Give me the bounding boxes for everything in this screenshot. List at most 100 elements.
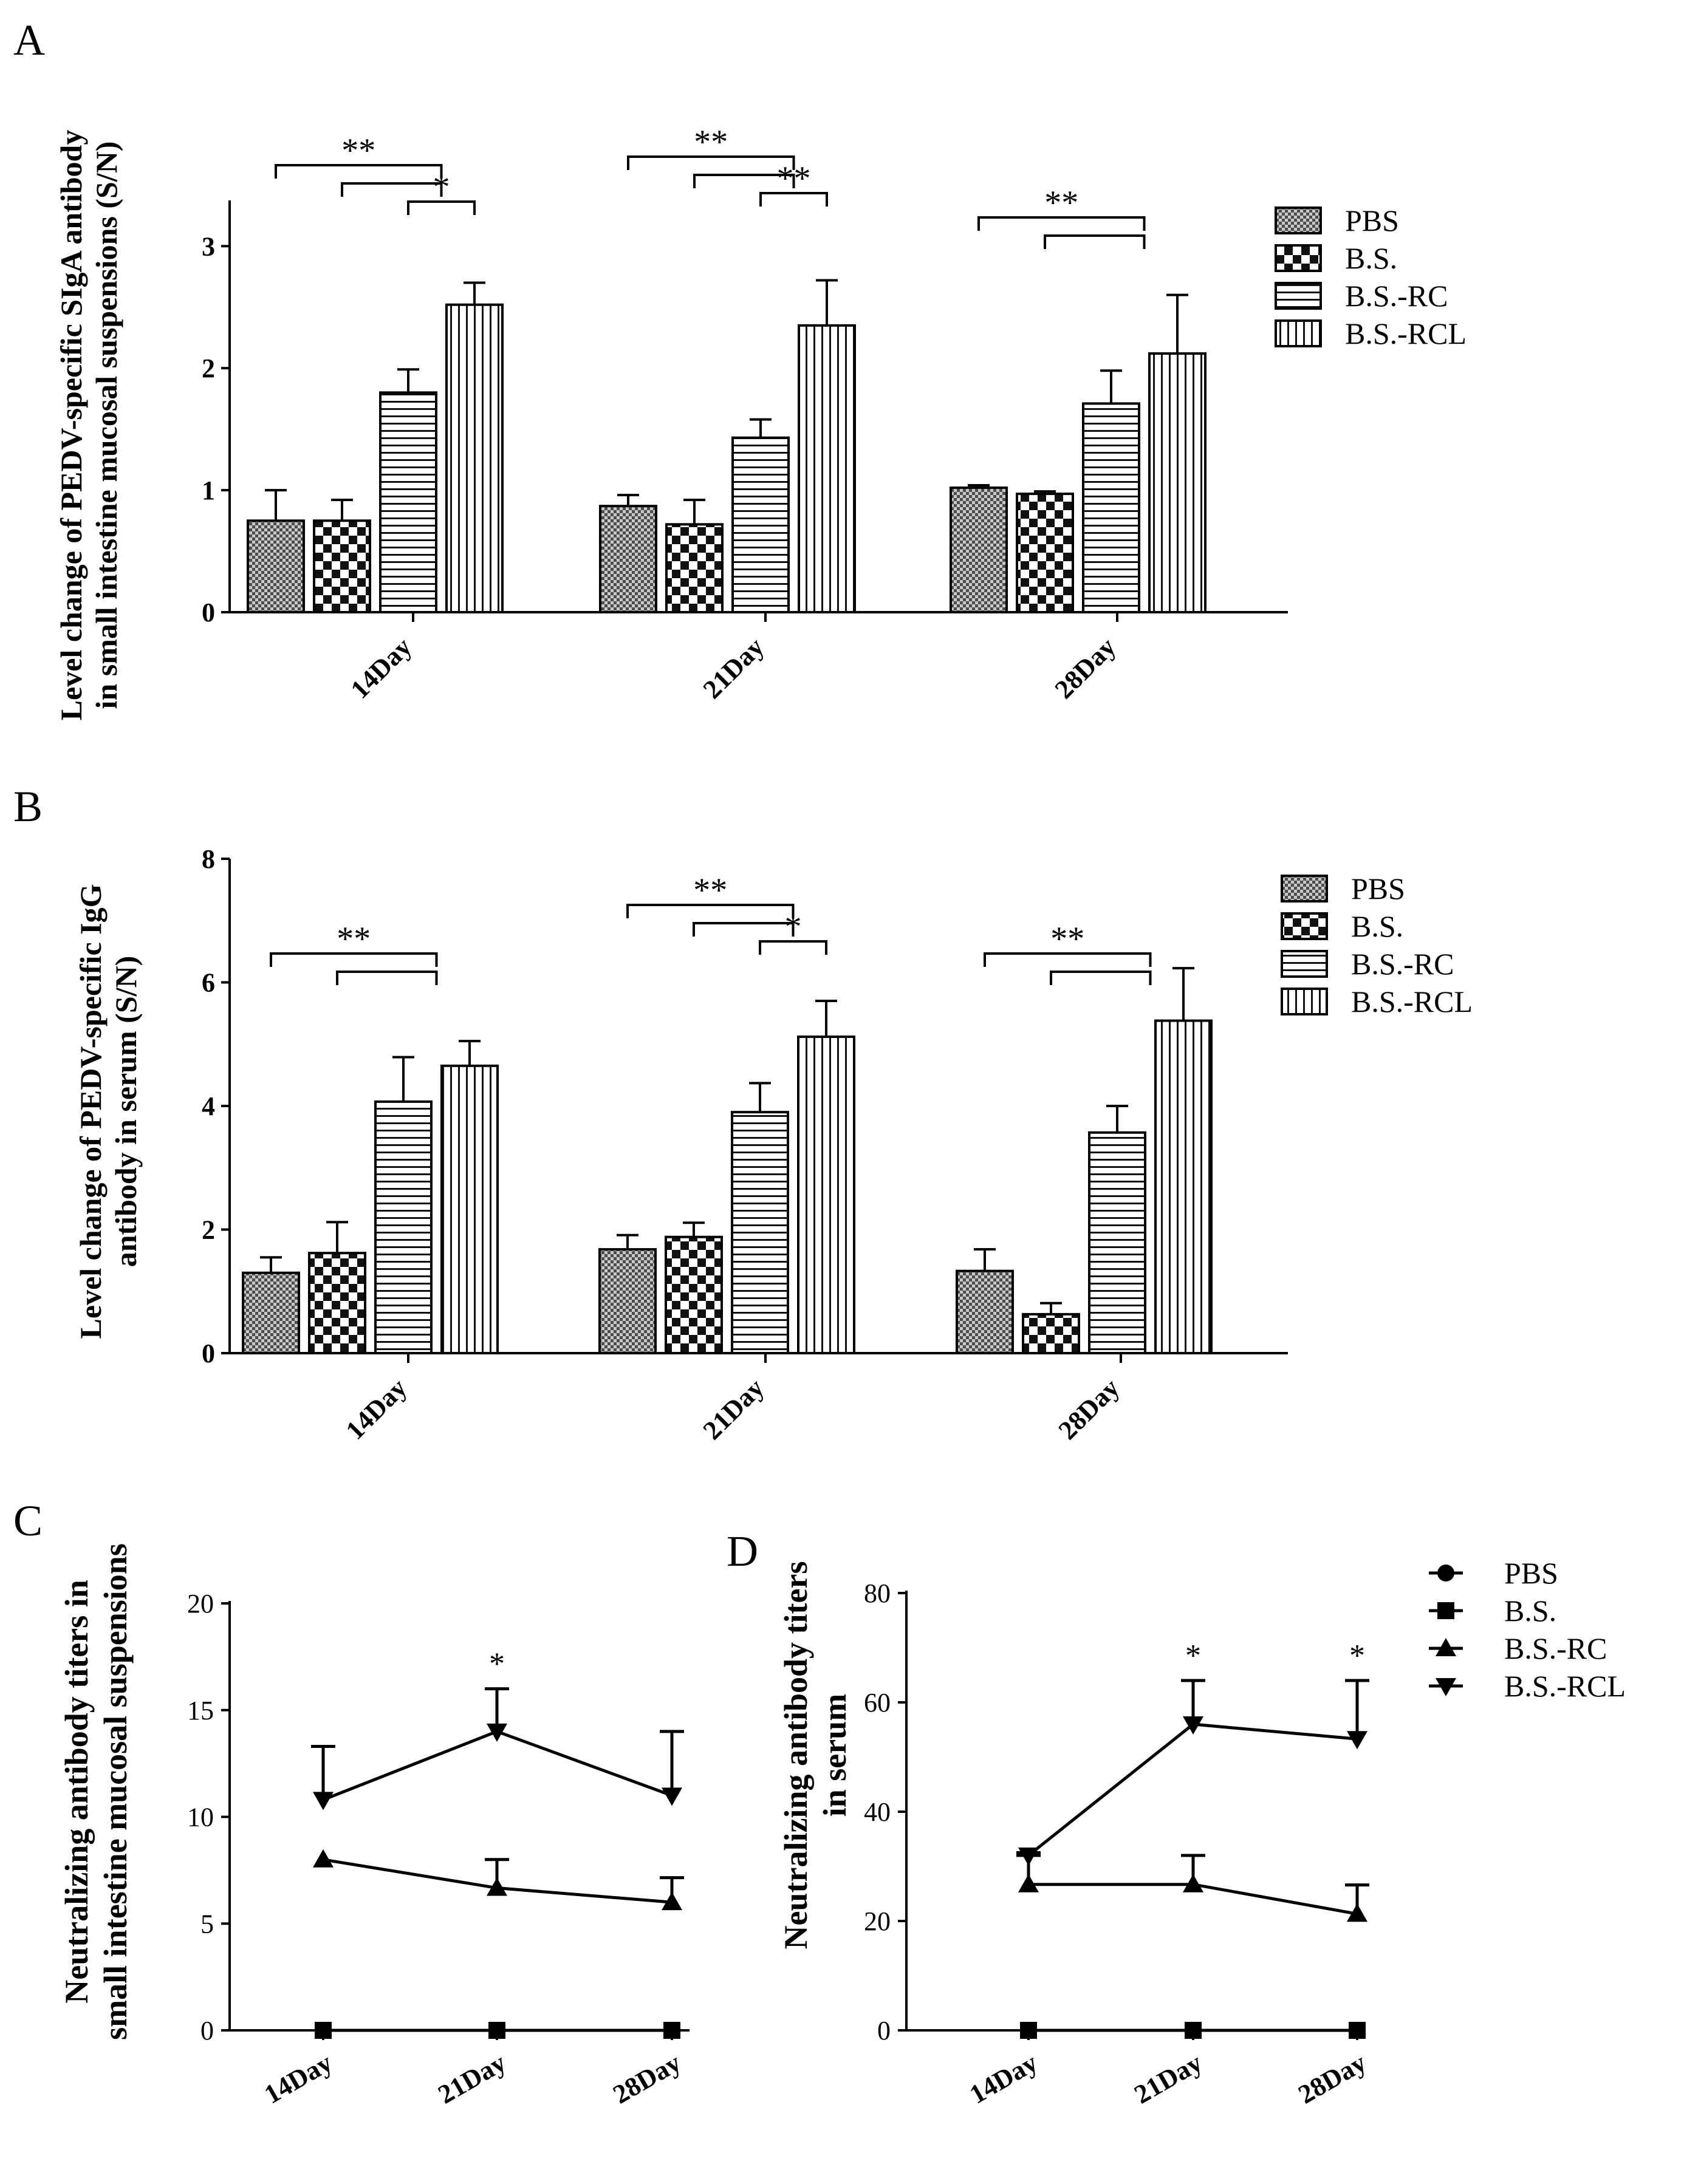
legend-marker xyxy=(1437,1602,1454,1619)
legend-swatch xyxy=(1275,319,1322,347)
panel-label-a: A xyxy=(13,16,45,64)
x-tick-label: 14Day xyxy=(259,2047,337,2109)
data-point-b-s- xyxy=(1349,2022,1366,2039)
legend-marker xyxy=(1437,1565,1454,1582)
bar-b-s-rc xyxy=(374,1100,433,1354)
y-axis-label: Level change of PEDV-specific SIgA antib… xyxy=(54,130,88,721)
significance-label: ** xyxy=(337,920,371,958)
legend-swatch xyxy=(1275,244,1322,272)
significance-bracket xyxy=(336,971,438,985)
y-tick-label: 0 xyxy=(877,2016,891,2046)
panel-label-d: D xyxy=(727,1527,758,1575)
y-tick-label: 20 xyxy=(187,1589,214,1619)
y-axis-label: in small intestine mucosal suspensions (… xyxy=(89,142,123,709)
significance-bracket xyxy=(693,922,795,937)
y-axis-label: Neutralizing antibody titers in xyxy=(58,1580,95,2004)
bar-b-s-rc xyxy=(1082,402,1140,613)
legend-marker xyxy=(1436,1638,1456,1656)
significance-label: * xyxy=(489,1647,505,1682)
panel-label-c: C xyxy=(13,1496,43,1545)
x-tick-label: 14Day xyxy=(965,2047,1042,2109)
significance-label: * xyxy=(433,168,450,206)
y-tick-label: 0 xyxy=(202,1339,215,1368)
panel-b-bar-chart: 0 2 4 6 8 Level change of PEDV-specific IgG an… xyxy=(74,844,1473,1445)
bar-b-s- xyxy=(665,523,724,613)
legend-label: PBS xyxy=(1351,872,1405,906)
y-tick-label: 10 xyxy=(187,1803,214,1832)
legend-label: B.S.-RCL xyxy=(1345,316,1467,350)
data-point-b-s-rcl xyxy=(662,1787,682,1806)
y-axis-label: Level change of PEDV-specific IgG xyxy=(74,884,108,1339)
data-point-b-s-rcl xyxy=(487,1723,507,1742)
legend-swatch xyxy=(1281,988,1328,1015)
bar-pbs xyxy=(956,1269,1014,1355)
legend-label: B.S.-RCL xyxy=(1351,985,1473,1019)
legend-label: B.S. xyxy=(1351,909,1403,943)
legend-label: PBS xyxy=(1504,1556,1558,1590)
y-axis-label: antibody in serum (S/N) xyxy=(109,956,143,1268)
data-point-b-s-rc xyxy=(1183,1874,1203,1892)
y-tick-label: 20 xyxy=(864,1906,891,1936)
significance-label: * xyxy=(785,908,802,946)
x-tick-label: 28Day xyxy=(1049,632,1121,704)
data-point-b-s-rcl xyxy=(313,1792,334,1810)
y-tick-label: 40 xyxy=(864,1797,891,1827)
x-tick-label: 21Day xyxy=(433,2047,511,2109)
legend-swatch xyxy=(1275,282,1322,310)
data-point-b-s- xyxy=(1185,2022,1202,2039)
bar-pbs xyxy=(950,486,1008,614)
bar-b-s- xyxy=(665,1235,723,1354)
legend-swatch xyxy=(1281,875,1328,903)
significance-bracket xyxy=(759,940,827,955)
legend-label: PBS xyxy=(1345,203,1399,237)
legend-label: B.S. xyxy=(1345,241,1397,275)
data-point-b-s-rc xyxy=(1347,1903,1367,1922)
panel-a-bar-chart: 0 1 2 3 Level change of PEDV-specific SIgA a… xyxy=(54,123,1467,720)
bar-b-s-rcl xyxy=(445,303,504,613)
panel-d-line-chart: 0 20 40 60 80 Neutralizing antibody titers in … xyxy=(778,1556,1626,2110)
legend-label: B.S. xyxy=(1504,1594,1556,1628)
significance-bracket xyxy=(1050,971,1152,985)
legend-swatch xyxy=(1281,950,1328,978)
data-point-b-s-rcl xyxy=(1347,1731,1367,1750)
significance-bracket xyxy=(759,192,828,206)
data-point-b-s-rc xyxy=(1018,1874,1039,1892)
significance-label: ** xyxy=(1050,920,1084,958)
x-tick-label: 21Day xyxy=(697,1373,770,1445)
significance-bracket xyxy=(1044,234,1146,249)
legend-marker xyxy=(1436,1678,1456,1696)
legend-swatch xyxy=(1275,206,1322,234)
y-axis-label: in serum xyxy=(816,1694,853,1817)
y-tick-label: 80 xyxy=(864,1578,891,1608)
bar-pbs xyxy=(242,1271,300,1355)
y-tick-label: 2 xyxy=(202,353,215,383)
x-tick-label: 28Day xyxy=(1293,2047,1371,2109)
significance-label: ** xyxy=(1044,184,1078,222)
y-tick-label: 1 xyxy=(202,476,215,505)
data-point-b-s-rcl xyxy=(1183,1716,1203,1735)
legend-label: B.S.-RC xyxy=(1504,1631,1607,1665)
y-tick-label: 2 xyxy=(202,1215,215,1245)
legend-label: B.S.-RCL xyxy=(1504,1669,1626,1703)
data-point-b-s-rcl xyxy=(1018,1848,1039,1866)
data-point-b-s- xyxy=(1020,2022,1037,2039)
y-tick-label: 15 xyxy=(187,1696,214,1725)
x-tick-label: 14Day xyxy=(340,1373,412,1445)
y-tick-label: 3 xyxy=(202,231,215,261)
significance-label: ** xyxy=(693,872,727,909)
bar-b-s-rc xyxy=(379,391,437,613)
data-point-b-s- xyxy=(315,2022,332,2039)
x-tick-label: 21Day xyxy=(697,632,770,704)
data-point-b-s- xyxy=(488,2022,505,2039)
significance-label: ** xyxy=(694,123,728,161)
y-tick-label: 6 xyxy=(202,968,215,998)
legend-swatch xyxy=(1281,912,1328,940)
panel-c-line-chart: 0 5 10 15 20 Neutralizing antibody titers in s… xyxy=(58,1543,690,2110)
significance-label: * xyxy=(1185,1639,1201,1673)
x-tick-label: 21Day xyxy=(1129,2047,1207,2109)
y-tick-label: 5 xyxy=(200,1909,214,1939)
legend-label: B.S.-RC xyxy=(1351,947,1454,981)
significance-label: * xyxy=(1349,1639,1365,1673)
series-line-b-s-rcl xyxy=(1027,1722,1358,1857)
significance-label: ** xyxy=(341,132,375,169)
